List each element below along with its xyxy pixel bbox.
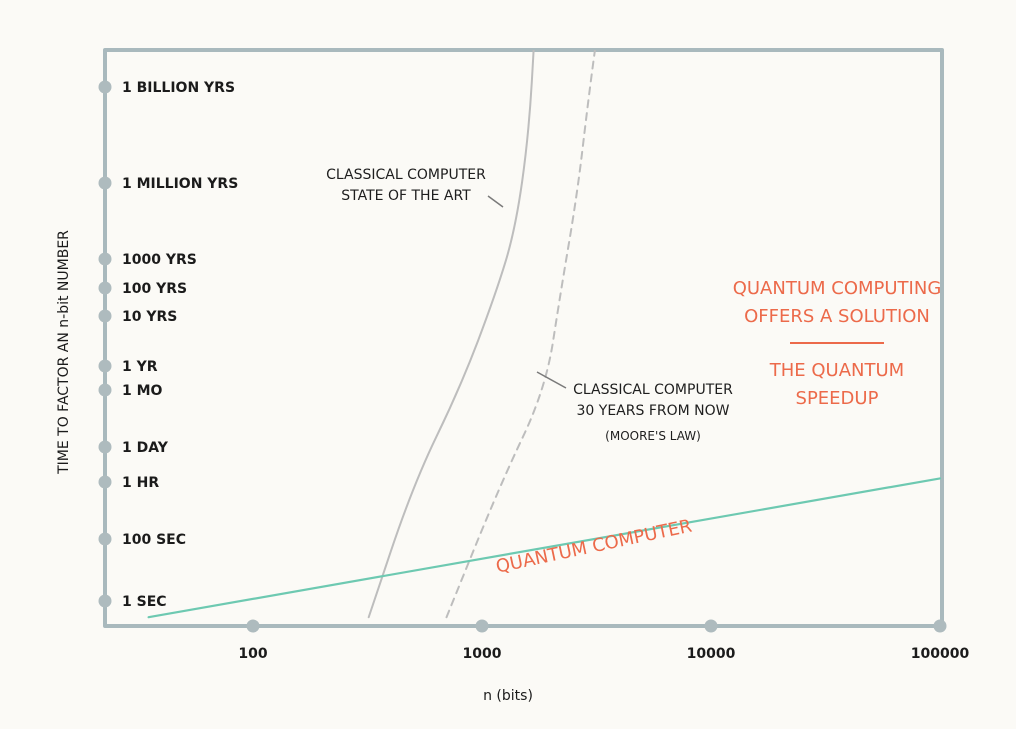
- series-line-quantum: [147, 477, 942, 619]
- y-tick-label-2: 1 HR: [122, 475, 159, 491]
- solution-label-line2: OFFERS A SOLUTION: [744, 306, 930, 327]
- y-tick-label-3: 1 DAY: [122, 440, 169, 456]
- speedup-label-line1: THE QUANTUM: [769, 360, 904, 381]
- y-tick-dot-9: [98, 176, 112, 190]
- y-tick-dot-2: [98, 475, 112, 489]
- x-tick-dot-10000: [704, 619, 718, 633]
- quantum-computer-label: QUANTUM COMPUTER: [494, 516, 694, 578]
- y-tick-dot-0: [98, 594, 112, 608]
- y-tick-label-7: 100 YRS: [122, 281, 187, 297]
- plot-frame-group: [103, 48, 944, 628]
- y-tick-dot-6: [98, 309, 112, 323]
- y-tick-label-8: 1000 YRS: [122, 252, 197, 268]
- classical-now-label-line1: CLASSICAL COMPUTER: [326, 167, 486, 183]
- x-tick-label-100000: 100000: [911, 646, 970, 662]
- y-tick-label-0: 1 SEC: [122, 594, 167, 610]
- plot-frame: [103, 48, 944, 628]
- x-tick-label-100: 100: [238, 646, 267, 662]
- y-tick-label-4: 1 MO: [122, 383, 163, 399]
- classical-future-label-line1: CLASSICAL COMPUTER: [573, 382, 733, 398]
- y-tick-label-6: 10 YRS: [122, 309, 177, 325]
- annotations-group: [487, 195, 567, 389]
- y-tick-dot-5: [98, 359, 112, 373]
- y-tick-dot-3: [98, 440, 112, 454]
- x-tick-label-1000: 1000: [463, 646, 502, 662]
- solution-label-line1: QUANTUM COMPUTING: [733, 278, 942, 299]
- speedup-label-line2: SPEEDUP: [796, 388, 879, 409]
- y-tick-dot-8: [98, 252, 112, 266]
- x-tick-dot-100: [246, 619, 260, 633]
- ticks-group: 100 1000 10000 100000 1 SEC 100 SEC 1 HR 1 DAY 1…: [98, 80, 970, 662]
- y-tick-dot-4: [98, 383, 112, 397]
- series-group: [147, 50, 942, 619]
- x-tick-dot-100000: [933, 619, 947, 633]
- x-tick-dot-1000: [475, 619, 489, 633]
- classical-now-leader: [487, 195, 504, 208]
- classical-future-label-line3: (MOORE'S LAW): [605, 429, 701, 443]
- y-tick-dot-1: [98, 532, 112, 546]
- series-line-classical-now: [367, 50, 535, 619]
- y-tick-label-9: 1 MILLION YRS: [122, 176, 238, 192]
- y-axis-title: TIME TO FACTOR AN n-bit NUMBER: [56, 230, 72, 475]
- classical-now-label-line2: STATE OF THE ART: [341, 188, 471, 204]
- y-tick-label-10: 1 BILLION YRS: [122, 80, 235, 96]
- series-line-classical-future: [445, 50, 596, 619]
- y-tick-label-1: 100 SEC: [122, 532, 186, 548]
- y-tick-dot-7: [98, 281, 112, 295]
- classical-future-label-line2: 30 YEARS FROM NOW: [577, 403, 730, 419]
- y-tick-label-5: 1 YR: [122, 359, 158, 375]
- y-tick-dot-10: [98, 80, 112, 94]
- x-tick-label-10000: 10000: [687, 646, 736, 662]
- x-axis-title: n (bits): [483, 688, 533, 704]
- classical-future-leader: [536, 371, 567, 389]
